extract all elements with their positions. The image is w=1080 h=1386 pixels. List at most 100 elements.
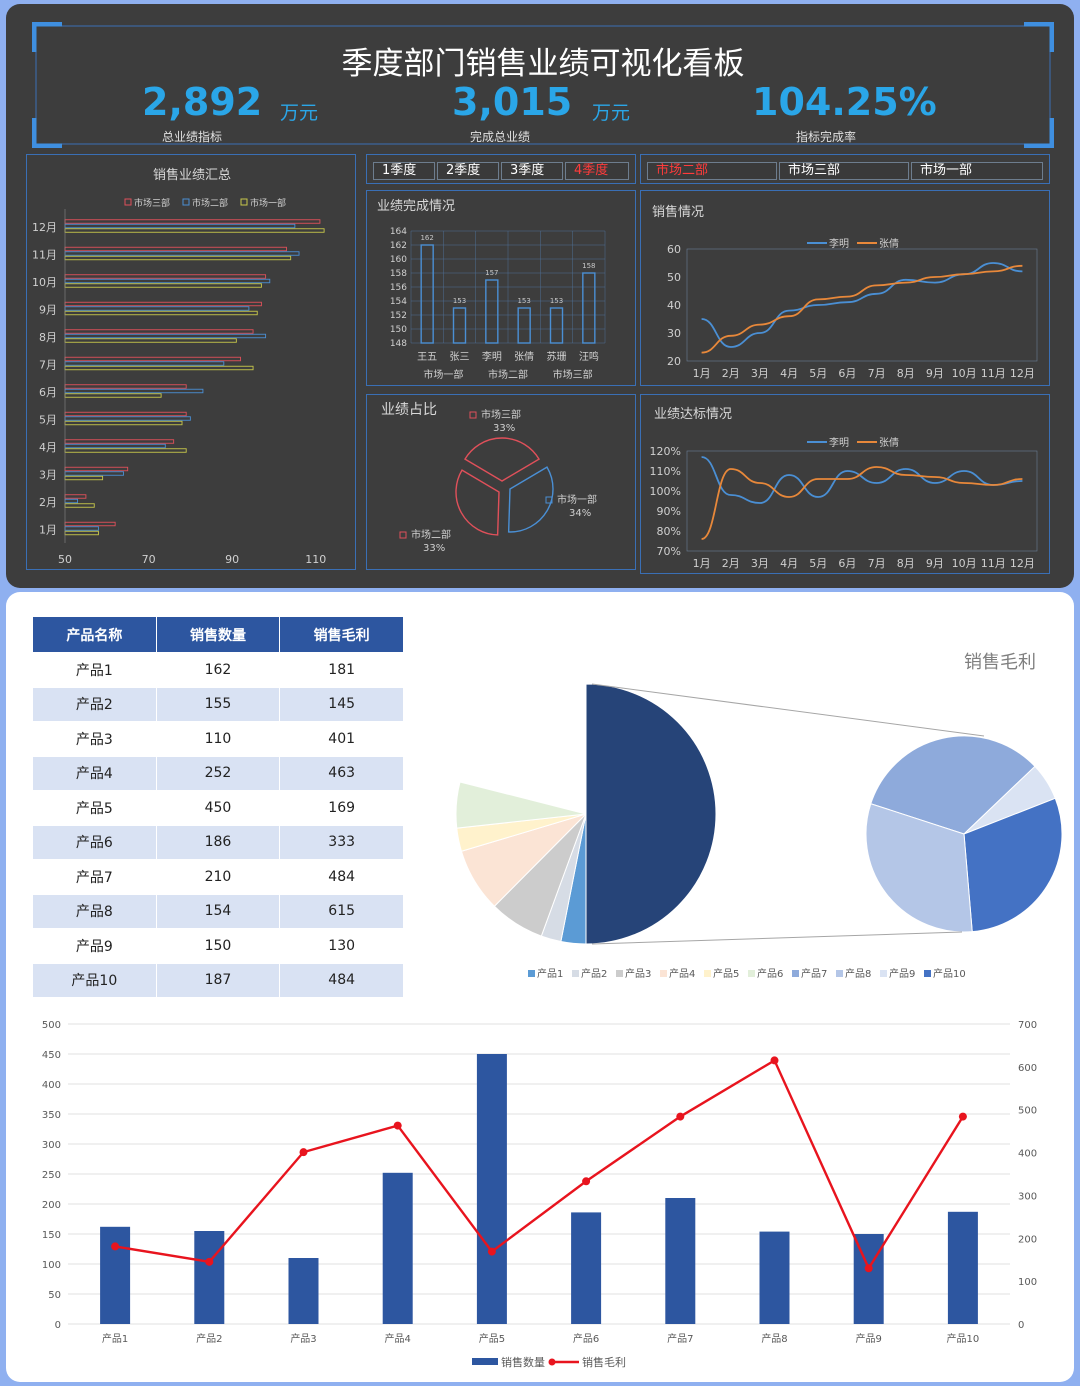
combo-profit-point xyxy=(676,1112,685,1121)
combo-legend-label-bar: 销售数量 xyxy=(501,1355,545,1369)
summary-ylabel: 4月 xyxy=(39,441,57,454)
combo-ytick-right: 300 xyxy=(1018,1191,1037,1202)
combo-legend-swatch-bar xyxy=(472,1358,498,1365)
share-slice xyxy=(464,437,540,482)
sales-line-panel: 销售情况 60 50 40 30 20 1月 2月 3月 4月 5月 6月 7月 8月 9月 10月 11月 1… xyxy=(640,190,1050,386)
combo-ytick-right: 500 xyxy=(1018,1106,1037,1117)
summary-ylabel: 9月 xyxy=(39,303,57,316)
completion-bar xyxy=(452,307,467,344)
summary-bar xyxy=(64,448,187,453)
profit-legend-swatch xyxy=(924,970,931,977)
quarter-button-2[interactable]: 2季度 xyxy=(437,162,499,180)
sales-xtick: 4月 xyxy=(780,367,798,380)
legend-label-2: 市场一部 xyxy=(250,197,286,209)
combo-xtick: 产品1 xyxy=(102,1332,128,1345)
completion-ytick: 150 xyxy=(390,325,407,335)
cell-quantity: 110 xyxy=(155,721,281,757)
summary-ylabel: 12月 xyxy=(32,221,57,234)
completion-group-label: 市场三部 xyxy=(553,368,593,381)
profit-legend-swatch xyxy=(572,970,579,977)
share-slice-label: 33% xyxy=(493,423,515,434)
share-slice xyxy=(455,469,500,536)
profit-legend-label: 产品7 xyxy=(801,967,827,980)
summary-ylabel: 5月 xyxy=(39,413,57,426)
combo-bar xyxy=(288,1258,319,1324)
completion-group-label: 市场一部 xyxy=(423,368,463,381)
table-row: 产品8 154 615 xyxy=(32,893,404,929)
completion-data-label: 153 xyxy=(517,297,530,305)
share-slice-name: 市场一部 xyxy=(557,493,597,506)
combo-profit-point xyxy=(299,1148,308,1157)
cell-profit: 181 xyxy=(279,652,404,688)
target-xtick: 2月 xyxy=(722,557,740,570)
summary-bar xyxy=(64,475,104,481)
combo-profit-point xyxy=(582,1177,591,1186)
kpi-completed-value: 3,015 xyxy=(452,80,573,124)
market-button-1[interactable]: 市场一部 xyxy=(911,162,1043,180)
sales-xtick: 10月 xyxy=(952,367,977,380)
profit-slice-product10 xyxy=(585,683,717,945)
completion-ytick: 156 xyxy=(390,283,407,293)
combo-ytick-left: 50 xyxy=(48,1290,61,1301)
quarter-button-1[interactable]: 1季度 xyxy=(373,162,435,180)
summary-xtick: 90 xyxy=(225,553,239,566)
cell-quantity: 187 xyxy=(155,962,281,998)
summary-bar xyxy=(64,310,258,316)
combo-profit-point xyxy=(111,1242,120,1251)
legend-label-0: 市场三部 xyxy=(134,197,170,209)
sales-xtick: 3月 xyxy=(751,367,769,380)
completion-panel: 业绩完成情况 164 162 160 158 156 154 152 150 148 162 王五 1… xyxy=(366,190,636,386)
profit-legend-label: 产品10 xyxy=(933,967,966,980)
completion-group-label: 市场二部 xyxy=(488,368,528,381)
summary-bar xyxy=(64,333,267,339)
summary-bar xyxy=(64,251,300,256)
summary-xtick: 70 xyxy=(142,553,156,566)
profit-legend-label: 产品5 xyxy=(713,967,739,980)
summary-bar xyxy=(64,228,325,233)
quarter-button-3[interactable]: 3季度 xyxy=(501,162,563,180)
combo-bar xyxy=(759,1231,790,1324)
profit-connector xyxy=(591,931,963,945)
profit-sub-slice xyxy=(963,797,1063,933)
combo-bar xyxy=(100,1226,131,1324)
market-button-2[interactable]: 市场二部 xyxy=(647,162,777,180)
summary-bar xyxy=(64,278,271,284)
sales-xtick: 11月 xyxy=(981,367,1006,380)
table-row: 产品6 186 333 xyxy=(32,824,404,860)
completion-ytick: 152 xyxy=(390,311,407,321)
target-ytick: 100% xyxy=(650,485,681,498)
summary-bar xyxy=(64,384,187,389)
legend-label-1: 市场二部 xyxy=(192,197,228,209)
cell-product: 产品7 xyxy=(32,859,157,895)
combo-profit-point xyxy=(205,1257,214,1266)
target-xtick: 3月 xyxy=(751,557,769,570)
completion-data-label: 153 xyxy=(550,297,563,305)
completion-bar xyxy=(582,272,596,344)
cell-profit: 333 xyxy=(279,824,404,860)
combo-bar xyxy=(476,1054,507,1324)
target-xtick: 6月 xyxy=(838,557,856,570)
combo-ytick-left: 100 xyxy=(42,1260,61,1271)
target-ytick: 110% xyxy=(650,465,681,478)
sales-xtick: 6月 xyxy=(838,367,856,380)
cell-quantity: 150 xyxy=(155,928,281,964)
kpi-completed-label: 完成总业绩 xyxy=(470,130,531,144)
quarter-button-4[interactable]: 4季度 xyxy=(565,162,629,180)
summary-bar xyxy=(64,255,292,261)
sales-summary-title: 销售业绩汇总 xyxy=(152,168,231,183)
market-button-3[interactable]: 市场三部 xyxy=(779,162,909,180)
completion-bar xyxy=(549,307,564,344)
summary-bar xyxy=(64,246,287,252)
profit-slice-产品6 xyxy=(455,781,587,829)
cell-profit: 169 xyxy=(279,790,404,826)
sales-plot-border xyxy=(686,248,1038,362)
cell-quantity: 252 xyxy=(155,755,281,791)
target-xtick: 9月 xyxy=(926,557,944,570)
cell-profit: 615 xyxy=(279,893,404,929)
legend-swatch-1 xyxy=(182,198,190,206)
target-ytick: 80% xyxy=(657,525,681,538)
combo-xtick: 产品9 xyxy=(856,1332,882,1345)
profit-legend-swatch xyxy=(748,970,755,977)
sales-xtick: 2月 xyxy=(722,367,740,380)
sales-xtick: 1月 xyxy=(693,367,711,380)
